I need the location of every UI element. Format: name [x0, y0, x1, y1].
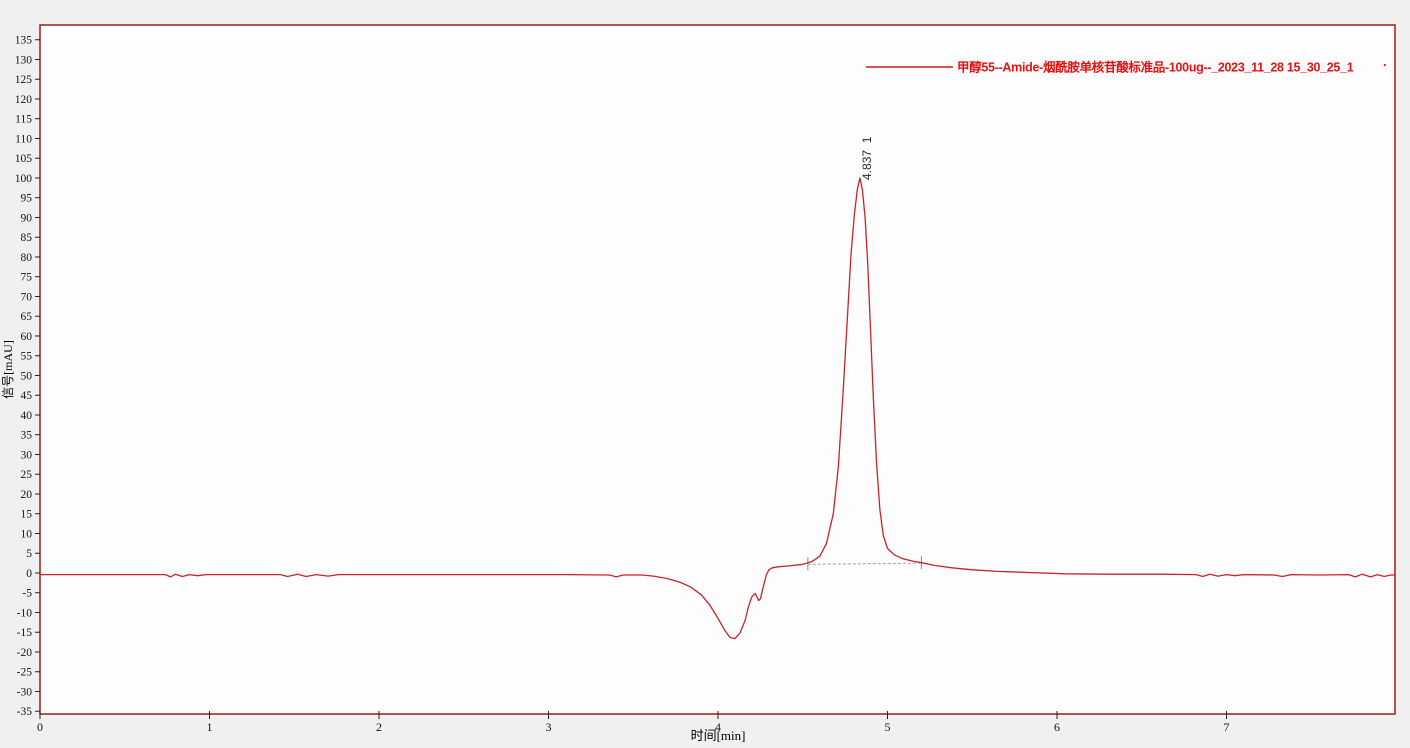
y-axis-tick-label: 90	[21, 212, 33, 224]
y-axis-tick-label: 5	[26, 548, 32, 560]
plot-area	[39, 24, 1396, 715]
y-axis-tick-label: 85	[21, 232, 33, 244]
y-axis-tick-label: 110	[15, 133, 32, 145]
y-axis-tick-label: 125	[15, 74, 33, 86]
y-axis-title: 信号[mAU]	[1, 340, 15, 399]
x-axis-tick-label: 0	[37, 720, 43, 734]
y-axis-tick-label: 135	[15, 35, 33, 47]
signal-trace	[39, 177, 1395, 640]
x-axis-tick-label: 6	[1054, 720, 1060, 734]
y-axis-tick-label: 30	[21, 449, 33, 461]
y-axis-tick-label: 20	[21, 489, 33, 501]
y-axis-tick-label: 75	[21, 272, 33, 284]
x-axis-tick-label: 4	[715, 720, 721, 734]
y-axis-tick-label: 105	[15, 153, 33, 165]
y-axis-tick-label: 45	[21, 390, 33, 402]
integration-baseline	[807, 562, 922, 565]
y-axis-tick-label: -15	[17, 627, 33, 639]
legend-dot-marker: .	[1383, 54, 1387, 69]
peak-retention-label: 4.837 1	[860, 136, 874, 180]
y-axis-tick-label: -25	[17, 667, 33, 679]
legend-label: 甲醇55--Amide-烟酰胺单核苷酸标准品-100ug--_2023_11_2…	[957, 60, 1354, 75]
y-axis-tick-label: 80	[21, 252, 33, 264]
y-axis-tick-label: -35	[17, 706, 33, 718]
y-axis-tick-label: 60	[21, 331, 33, 343]
y-axis-tick-label: 120	[15, 94, 33, 106]
x-axis-title: 时间[min]	[691, 728, 746, 743]
y-axis-tick-label: -10	[17, 607, 33, 619]
y-axis-tick-label: -30	[17, 686, 33, 698]
y-axis-tick-label: -20	[17, 647, 33, 659]
y-axis-tick-label: 0	[26, 568, 32, 580]
x-axis-tick-label: 1	[207, 720, 213, 734]
x-axis-tick-label: 2	[376, 720, 382, 734]
y-axis-tick-label: 130	[15, 54, 33, 66]
y-axis-tick-label: 50	[21, 370, 33, 382]
y-axis-tick-label: 10	[21, 528, 33, 540]
y-axis-tick-label: 115	[15, 114, 32, 126]
x-axis-tick-label: 5	[885, 720, 891, 734]
y-axis-tick-label: 100	[15, 173, 33, 185]
y-axis-tick-label: -5	[22, 588, 32, 600]
y-axis-tick-label: 15	[21, 509, 33, 521]
y-axis-tick-label: 40	[21, 410, 33, 422]
y-axis-tick-label: 55	[21, 351, 33, 363]
x-axis-tick-label: 3	[546, 720, 552, 734]
y-axis-tick-label: 35	[21, 430, 33, 442]
x-axis-tick-label: 7	[1224, 720, 1230, 734]
y-axis-tick-label: 25	[21, 469, 33, 481]
y-axis-tick-label: 70	[21, 291, 33, 303]
y-axis-tick-label: 95	[21, 193, 33, 205]
y-axis-tick-label: 65	[21, 311, 33, 323]
